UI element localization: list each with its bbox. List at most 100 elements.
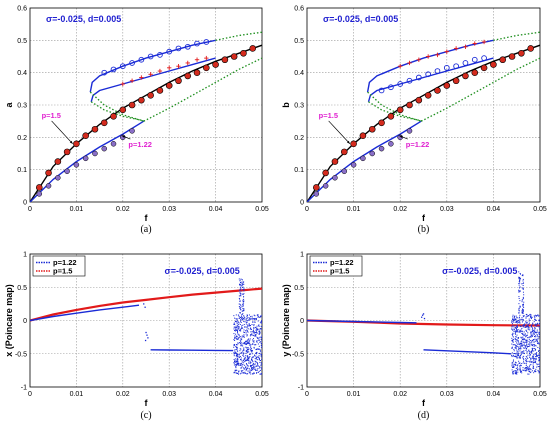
poincare-point	[522, 311, 524, 313]
poincare-point	[530, 363, 532, 365]
poincare-point	[518, 348, 520, 350]
poincare-point	[538, 315, 540, 317]
poincare-point	[511, 325, 513, 327]
poincare-point	[517, 354, 519, 356]
poincare-point	[249, 342, 251, 344]
poincare-point	[236, 319, 238, 321]
marker-purple	[378, 145, 385, 152]
y-tick-label: 0.1	[294, 167, 304, 174]
parameter-annotation: σ=-0.025, d=0.005	[323, 14, 398, 24]
marker-purple	[341, 168, 348, 175]
poincare-point	[517, 338, 519, 340]
poincare-point	[512, 339, 514, 341]
poincare-point	[537, 342, 539, 344]
poincare-point	[538, 320, 540, 322]
x-tick-label: 0.03	[440, 391, 454, 398]
poincare-point	[531, 329, 533, 331]
poincare-point	[251, 359, 253, 361]
poincare-point	[251, 331, 253, 333]
poincare-point	[241, 361, 243, 363]
poincare-point	[239, 350, 241, 352]
marker-purple	[129, 128, 135, 134]
poincare-point	[512, 372, 514, 374]
poincare-point	[520, 319, 522, 321]
poincare-point	[525, 349, 527, 351]
poincare-point	[247, 348, 249, 350]
poincare-point	[250, 349, 252, 351]
poincare-point	[236, 327, 238, 329]
poincare-point	[236, 338, 238, 340]
poincare-point	[239, 286, 241, 288]
poincare-point	[521, 299, 523, 301]
poincare-point	[259, 330, 261, 332]
poincare-point	[259, 325, 261, 327]
poincare-point	[515, 331, 517, 333]
marker-red	[221, 56, 229, 64]
poincare-point	[524, 362, 526, 364]
poincare-point	[244, 326, 246, 328]
poincare-point	[235, 333, 237, 335]
poincare-point	[251, 315, 253, 317]
poincare-point	[532, 330, 534, 332]
poincare-point	[511, 335, 513, 337]
poincare-point	[234, 337, 236, 339]
poincare-point	[524, 333, 526, 335]
poincare-point	[530, 333, 532, 335]
poincare-point	[254, 326, 256, 328]
poincare-point	[530, 331, 532, 333]
poincare-point	[250, 331, 252, 333]
poincare-point	[257, 371, 259, 373]
poincare-point	[242, 353, 244, 355]
poincare-point	[249, 362, 251, 364]
poincare-point	[246, 358, 248, 360]
poincare-point	[527, 324, 529, 326]
poincare-point	[254, 365, 256, 367]
poincare-point	[535, 348, 537, 350]
poincare-point	[248, 342, 250, 344]
poincare-point	[539, 342, 540, 344]
poincare-point	[515, 327, 517, 329]
poincare-point	[257, 320, 259, 322]
poincare-point	[530, 317, 532, 319]
poincare-point	[511, 354, 513, 356]
marker-red	[359, 132, 367, 140]
marker-red	[45, 169, 52, 177]
poincare-point	[528, 369, 530, 371]
marker-open-blue	[434, 68, 441, 74]
poincare-point	[527, 332, 529, 334]
poincare-point	[518, 308, 520, 310]
poincare-point	[525, 367, 527, 369]
poincare-point	[239, 281, 241, 283]
poincare-point	[260, 337, 262, 339]
poincare-point	[239, 298, 241, 300]
poincare-point	[253, 333, 255, 335]
poincare-point	[261, 335, 262, 337]
poincare-point	[522, 347, 524, 349]
poincare-point	[146, 334, 148, 336]
poincare-point	[518, 278, 520, 280]
poincare-point	[515, 367, 517, 369]
poincare-point	[516, 367, 518, 369]
poincare-point	[516, 342, 518, 344]
poincare-point	[240, 370, 242, 372]
poincare-point	[258, 358, 260, 360]
poincare-point	[241, 335, 243, 337]
marker-purple	[110, 141, 117, 147]
poincare-point	[518, 277, 520, 279]
poincare-point	[245, 346, 247, 348]
poincare-point	[233, 328, 235, 330]
poincare-point	[258, 330, 260, 332]
series-line-green-unstable	[493, 31, 540, 41]
poincare-point	[511, 334, 513, 336]
poincare-point	[242, 299, 244, 301]
poincare-point	[527, 337, 529, 339]
poincare-point	[538, 325, 540, 327]
poincare-point	[247, 328, 249, 330]
poincare-point	[257, 363, 259, 365]
poincare-point	[534, 349, 536, 351]
poincare-point	[520, 345, 522, 347]
y-tick-label: 0.4	[294, 70, 304, 77]
poincare-point	[526, 344, 528, 346]
poincare-point	[528, 367, 530, 369]
poincare-point	[257, 356, 259, 358]
